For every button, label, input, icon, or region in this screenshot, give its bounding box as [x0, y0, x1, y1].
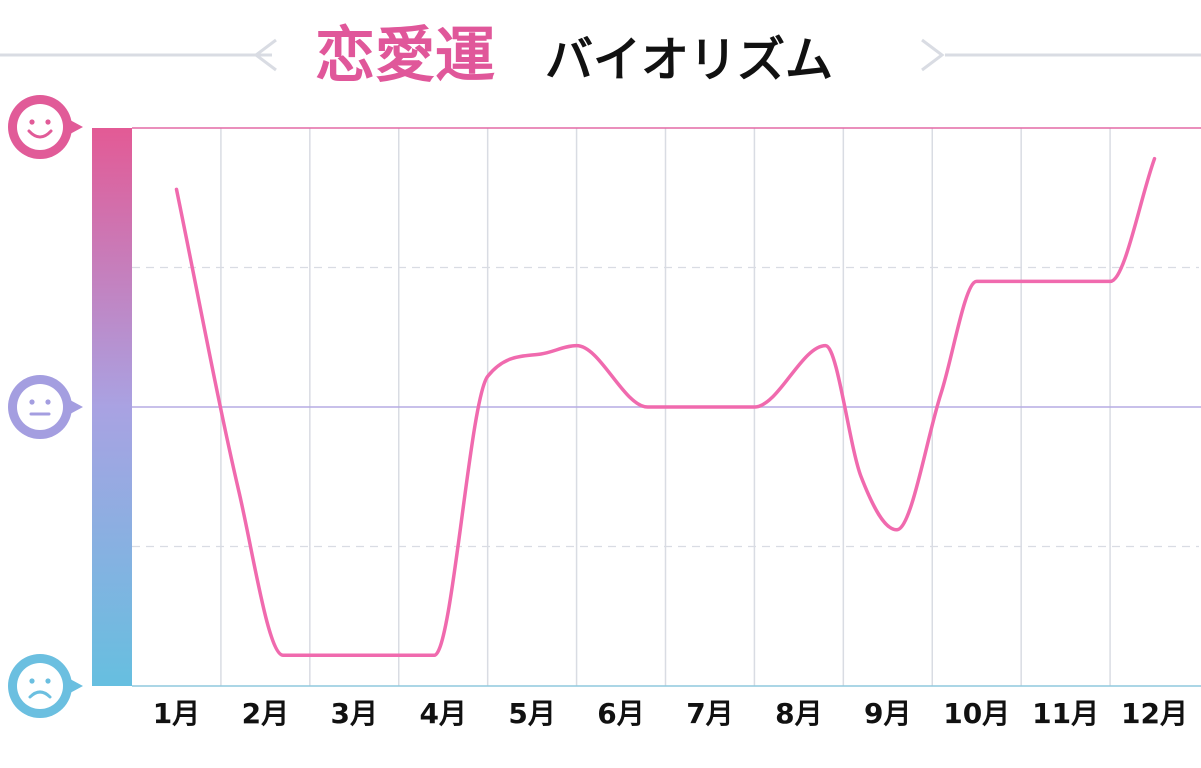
month-label: 8月 — [775, 697, 822, 730]
month-label: 11月 — [1032, 697, 1099, 730]
neutral-face-icon — [8, 375, 83, 439]
happy-face-icon — [8, 95, 83, 159]
title-chevron-right-icon — [921, 38, 945, 72]
month-label: 1月 — [153, 697, 200, 730]
month-label: 2月 — [242, 697, 289, 730]
title-chevron-left-icon — [253, 38, 277, 72]
month-label: 9月 — [864, 697, 911, 730]
month-label: 10月 — [943, 697, 1010, 730]
month-label: 12月 — [1121, 697, 1188, 730]
chart-title-sub: バイオリズム — [545, 32, 833, 88]
sad-face-icon — [8, 654, 83, 718]
grid — [132, 127, 1201, 687]
series-layer — [174, 156, 1157, 658]
x-axis-labels: 1月 2月 3月 4月 5月 6月 7月 8月 9月 10月 11月 12月 — [153, 697, 1188, 730]
biorhythm-line — [174, 156, 1157, 658]
mood-gradient-bar — [92, 128, 132, 686]
month-label: 3月 — [331, 697, 378, 730]
month-label: 7月 — [686, 697, 733, 730]
chart-title-main: 恋愛運 — [315, 21, 495, 91]
month-label: 6月 — [597, 697, 644, 730]
month-label: 4月 — [419, 697, 466, 730]
month-label: 5月 — [508, 697, 555, 730]
